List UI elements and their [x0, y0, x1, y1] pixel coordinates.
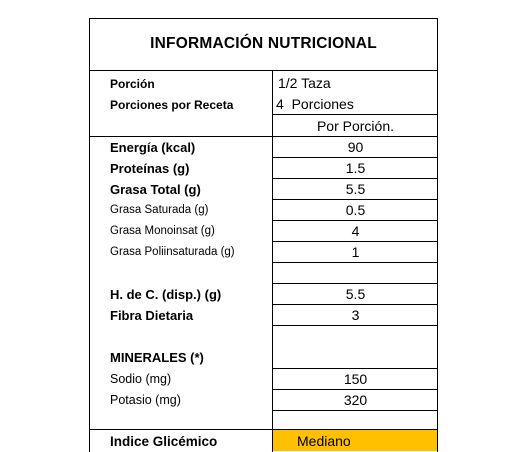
carbohydrates-label: H. de C. (disp.) (g) [110, 286, 222, 302]
protein-label: Proteínas (g) [110, 160, 190, 176]
servings-per-recipe-label: Porciones por Receta [110, 98, 234, 112]
dietary-fiber-value: 3 [351, 307, 360, 323]
protein-value: 1.5 [345, 160, 366, 176]
row-divider [272, 199, 438, 200]
row-divider [89, 136, 438, 137]
label-title: INFORMACIÓN NUTRICIONAL [150, 35, 377, 52]
carbohydrates-value: 5.5 [345, 286, 366, 302]
row-divider [272, 262, 438, 263]
row-divider [272, 157, 438, 158]
row-divider [272, 178, 438, 179]
row-divider [89, 429, 438, 430]
row-divider [272, 368, 438, 369]
total-fat-label: Grasa Total (g) [110, 181, 201, 197]
row-divider [272, 389, 438, 390]
row-divider [272, 241, 438, 242]
dietary-fiber-label: Fibra Dietaria [110, 307, 194, 323]
row-divider [272, 220, 438, 221]
title-divider [89, 70, 438, 71]
monounsaturated-fat-value: 4 [351, 223, 360, 239]
nutrition-label-panel [89, 18, 438, 452]
row-divider [272, 304, 438, 305]
saturated-fat-label: Grasa Saturada (g) [110, 204, 209, 216]
polyunsaturated-fat-value: 1 [351, 244, 360, 260]
portion-value: 1/2 Taza [278, 74, 331, 91]
glycemic-index-value-cell: Mediano [273, 430, 437, 451]
row-divider [272, 410, 438, 411]
minerals-header: MINERALES (*) [110, 349, 204, 365]
potassium-label: Potasio (mg) [110, 393, 181, 407]
per-portion-header: Por Porción. [316, 117, 395, 134]
glycemic-index-value: Mediano [297, 432, 351, 449]
saturated-fat-value: 0.5 [345, 202, 366, 218]
portion-label: Porción [110, 77, 155, 91]
row-divider [272, 114, 438, 115]
row-divider [272, 283, 438, 284]
energy-value: 90 [347, 139, 364, 155]
total-fat-value: 5.5 [345, 181, 366, 197]
sodium-value: 150 [343, 371, 368, 387]
sodium-label: Sodio (mg) [110, 372, 172, 386]
monounsaturated-fat-label: Grasa Monoinsat (g) [110, 225, 215, 237]
glycemic-index-label: Indice Glicémico [110, 433, 218, 449]
servings-per-recipe-value: 4 Porciones [276, 95, 354, 112]
column-divider [272, 71, 273, 452]
energy-label: Energía (kcal) [110, 139, 196, 155]
row-divider [272, 325, 438, 326]
potassium-value: 320 [343, 392, 368, 408]
polyunsaturated-fat-label: Grasa Poliinsaturada (g) [110, 246, 235, 258]
